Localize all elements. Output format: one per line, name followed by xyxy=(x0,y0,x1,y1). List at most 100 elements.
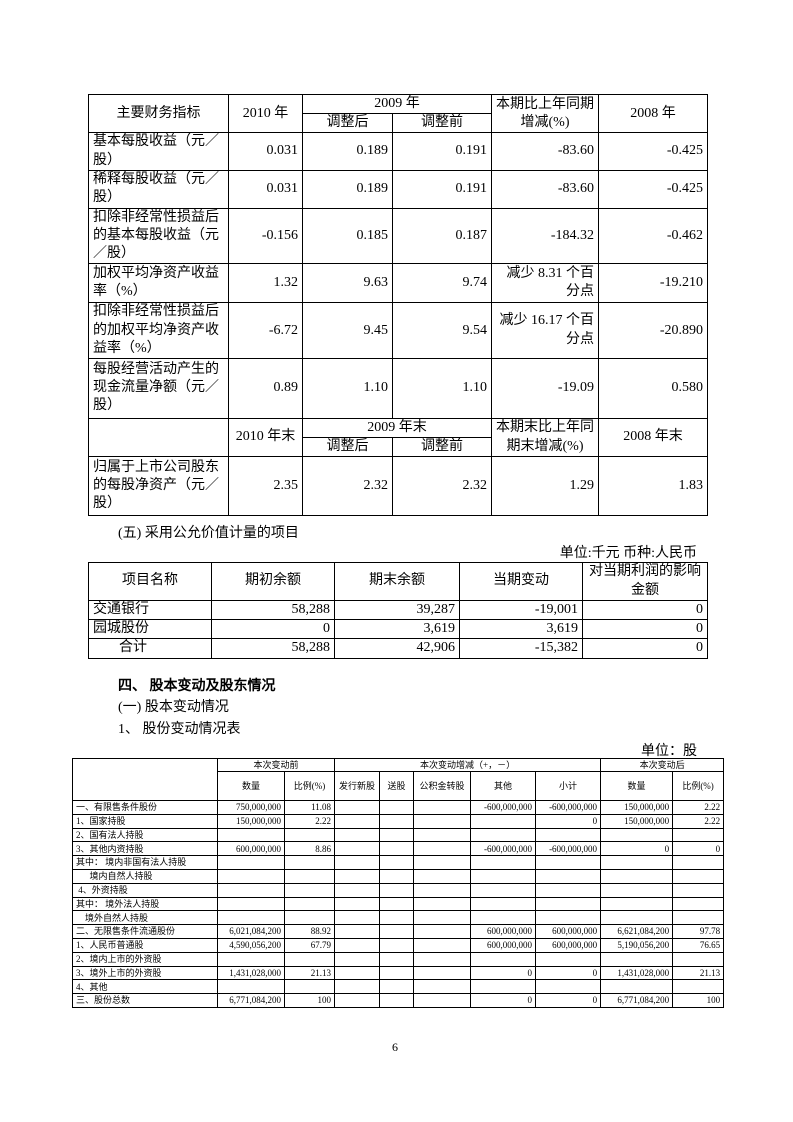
label-cell: 扣除非经常性损益后的基本每股收益（元／股） xyxy=(88,207,229,265)
header-cell: 调整前 xyxy=(392,113,492,134)
value-cell xyxy=(379,910,415,926)
value-cell xyxy=(600,979,674,995)
value-cell xyxy=(379,951,415,967)
label-cell: 3、境外上市的外资股 xyxy=(72,965,218,981)
value-cell: 4,590,056,200 xyxy=(217,937,285,953)
header-cell: 2009 年 xyxy=(302,93,492,115)
header-cell: 调整前 xyxy=(392,437,492,458)
value-cell: 39,287 xyxy=(334,599,460,621)
table-row: 扣除非经常性损益后的加权平均净资产收益率（%） -6.72 9.45 9.54 减少 1… xyxy=(88,302,708,359)
label-cell: 境外自然人持股 xyxy=(72,910,218,926)
value-cell xyxy=(470,882,537,898)
table-row: 3、境外上市的外资股 1,431,028,000 21.13 0 0 1,431,028,… xyxy=(72,965,725,981)
value-cell: 100 xyxy=(283,993,336,1008)
table-row: 归属于上市公司股东的每股净资产（元／股） 2.35 2.32 2.32 1.29 1.83 xyxy=(88,456,708,517)
value-cell: 150,000,000 xyxy=(600,813,674,829)
value-cell: 9.74 xyxy=(392,263,492,304)
value-cell: -83.60 xyxy=(491,132,599,171)
value-cell: 3,619 xyxy=(459,619,583,640)
header-cell: 发行新股 xyxy=(334,771,381,801)
table-row: 三、股份总数 6,771,084,200 100 0 0 6,771,084,200 100 xyxy=(72,993,725,1008)
value-cell xyxy=(379,937,415,953)
value-cell xyxy=(379,868,415,884)
value-cell: 0.189 xyxy=(302,132,393,171)
table-row: 4、外资持股 xyxy=(72,882,725,898)
label-cell: 归属于上市公司股东的每股净资产（元／股） xyxy=(88,456,229,517)
value-cell xyxy=(217,910,285,926)
value-cell: 0 xyxy=(582,599,708,621)
label-cell: 二、无限售条件流通股份 xyxy=(72,924,218,939)
value-cell: 2.22 xyxy=(283,813,336,829)
value-cell xyxy=(600,951,674,967)
value-cell xyxy=(217,868,285,884)
value-cell xyxy=(334,827,381,843)
value-cell: 0 xyxy=(600,841,674,857)
value-cell xyxy=(470,827,537,843)
value-cell: 6,771,084,200 xyxy=(600,993,674,1008)
value-cell xyxy=(334,951,381,967)
value-cell xyxy=(535,868,602,884)
value-cell xyxy=(334,937,381,953)
value-cell xyxy=(283,855,336,870)
table-row: 2010 年末 2009 年末 本期末比上年同期末增减(%) 2008 年末 xyxy=(88,417,708,458)
value-cell xyxy=(413,937,472,953)
value-cell: -184.32 xyxy=(491,207,599,265)
value-cell: -0.462 xyxy=(598,207,708,265)
value-cell xyxy=(413,841,472,857)
value-cell: -20.890 xyxy=(598,302,708,359)
value-cell: 0.191 xyxy=(392,132,492,171)
value-cell: 0 xyxy=(672,841,725,857)
section-title: (五) 采用公允价值计量的项目 xyxy=(118,526,299,541)
value-cell xyxy=(672,827,725,843)
label-cell: 其中： 境内非国有法人持股 xyxy=(72,855,218,870)
header-cell: 本次变动增减（+，－） xyxy=(334,758,602,772)
value-cell: 0 xyxy=(535,993,602,1008)
value-cell xyxy=(600,827,674,843)
label-cell: 每股经营活动产生的现金流量净额（元／股） xyxy=(88,357,229,419)
value-cell xyxy=(413,882,472,898)
table-row: 1、国家持股 150,000,000 2.22 0 150,000,000 2.22 xyxy=(72,813,725,829)
value-cell xyxy=(283,868,336,884)
table-row: 2、国有法人持股 xyxy=(72,827,725,843)
value-cell: -15,382 xyxy=(459,638,583,659)
value-cell xyxy=(379,896,415,912)
value-cell xyxy=(413,979,472,995)
unit-label: 单位：股 xyxy=(641,744,697,759)
table-row: 数量 比例(%) 发行新股 送股 公积金转股 其他 小计 数量 比例(%) xyxy=(73,771,725,801)
value-cell xyxy=(470,855,537,870)
value-cell: 8.86 xyxy=(283,841,336,857)
value-cell: 97.78 xyxy=(672,924,725,939)
table-row: 交通银行 58,288 39,287 -19,001 0 xyxy=(88,599,708,621)
share-change-table: 本次变动前 本次变动增减（+，－） 本次变动后 数量 比例(%) 发行新股 送股 公积金转股其… xyxy=(72,758,725,1008)
value-cell xyxy=(379,827,415,843)
value-cell xyxy=(334,882,381,898)
header-cell: 本期末比上年同期末增减(%) xyxy=(491,417,599,458)
header-cell: 其他 xyxy=(470,771,537,801)
value-cell: 9.63 xyxy=(302,263,393,304)
value-cell xyxy=(217,951,285,967)
value-cell xyxy=(470,951,537,967)
value-cell: 0.185 xyxy=(302,207,393,265)
value-cell: 600,000,000 xyxy=(470,924,537,939)
value-cell xyxy=(600,868,674,884)
value-cell: 88.92 xyxy=(283,924,336,939)
label-cell: 基本每股收益（元／股） xyxy=(88,132,229,171)
value-cell: 2.22 xyxy=(672,813,725,829)
value-cell: 0 xyxy=(582,619,708,640)
value-cell: -600,000,000 xyxy=(470,841,537,857)
blank-cell xyxy=(72,758,218,801)
table-row: 境内自然人持股 xyxy=(72,868,725,884)
value-cell xyxy=(334,924,381,939)
value-cell xyxy=(413,855,472,870)
header-cell: 调整后 xyxy=(302,113,393,134)
value-cell: 150,000,000 xyxy=(217,813,285,829)
label-cell: 稀释每股收益（元／股） xyxy=(88,169,229,209)
header-cell: 主要财务指标 xyxy=(88,93,229,134)
value-cell xyxy=(672,868,725,884)
label-cell: 3、其他内资持股 xyxy=(72,841,218,857)
header-cell: 项目名称 xyxy=(88,562,212,601)
value-cell: -19,001 xyxy=(459,599,583,621)
table-row: 基本每股收益（元／股） 0.031 0.189 0.191 -83.60 -0.425 xyxy=(88,132,708,171)
value-cell xyxy=(217,979,285,995)
table-row: 加权平均净资产收益率（%） 1.32 9.63 9.74 减少 8.31 个百分点 -19… xyxy=(88,263,708,304)
